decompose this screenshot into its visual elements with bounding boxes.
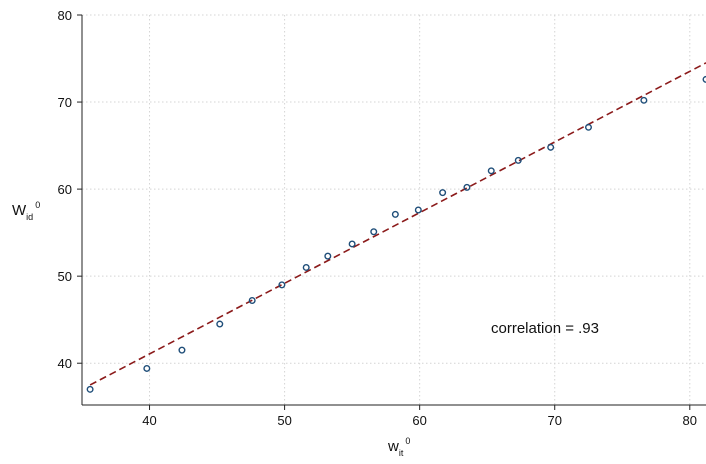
data-point	[414, 206, 422, 214]
x-tick-label: 70	[547, 413, 561, 428]
data-point	[702, 75, 706, 83]
data-point	[547, 143, 555, 151]
data-point	[514, 156, 522, 164]
fit-line	[89, 62, 706, 386]
y-tick-label: 50	[58, 269, 72, 284]
y-axis-label: Wid0	[12, 200, 40, 222]
data-point	[248, 297, 256, 305]
data-point	[143, 364, 151, 372]
axis-ticks: 40 50 60 70 80 40 50 60 70 80	[58, 8, 697, 428]
data-point	[178, 346, 186, 354]
data-point	[216, 320, 224, 328]
x-tick-label: 60	[412, 413, 426, 428]
y-axis-label-sup: 0	[35, 200, 40, 210]
x-axis-label-main: w	[387, 438, 399, 455]
data-points	[86, 75, 706, 393]
data-point	[391, 210, 399, 218]
y-tick-label: 70	[58, 95, 72, 110]
y-axis-label-sub: id	[26, 212, 33, 222]
data-point	[302, 263, 310, 271]
data-point	[370, 228, 378, 236]
data-point	[463, 183, 471, 191]
data-point	[640, 96, 648, 104]
data-point	[86, 385, 94, 393]
data-point	[487, 167, 495, 175]
data-point	[348, 240, 356, 248]
y-tick-label: 80	[58, 8, 72, 23]
data-point	[324, 252, 332, 260]
correlation-annotation: correlation = .93	[491, 320, 599, 337]
x-tick-label: 50	[277, 413, 291, 428]
x-tick-label: 80	[683, 413, 697, 428]
y-tick-label: 40	[58, 356, 72, 371]
grid	[82, 14, 706, 405]
data-point	[439, 189, 447, 197]
x-axis-label-sub: it	[399, 448, 404, 458]
x-axis-label: wit0	[387, 436, 410, 458]
y-tick-label: 60	[58, 182, 72, 197]
data-point	[584, 123, 592, 131]
x-axis-label-sup: 0	[405, 436, 410, 446]
y-axis-label-main: W	[12, 202, 27, 219]
x-tick-label: 40	[142, 413, 156, 428]
data-point	[278, 281, 286, 289]
